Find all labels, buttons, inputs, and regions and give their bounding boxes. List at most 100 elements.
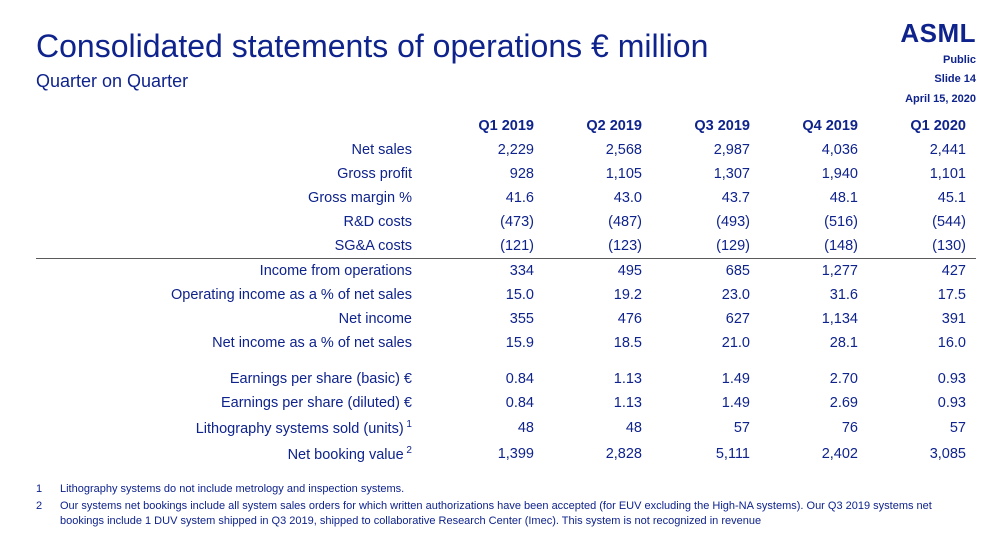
cell: (544) [868,210,976,234]
cell: 15.9 [436,331,544,355]
cell: 1.13 [544,391,652,415]
cell: 48 [436,415,544,441]
row-label: Earnings per share (diluted) € [36,391,436,415]
cell: 31.6 [760,283,868,307]
cell: (123) [544,234,652,259]
cell: 2,441 [868,138,976,162]
cell: 1.49 [652,391,760,415]
table-row: SG&A costs(121)(123)(129)(148)(130) [36,234,976,259]
cell: 76 [760,415,868,441]
row-label: Net booking value 2 [36,441,436,467]
cell: 0.84 [436,355,544,391]
brand-logo: ASML [900,18,976,49]
row-label: Earnings per share (basic) € [36,355,436,391]
footnote-number: 2 [36,499,48,529]
cell: 28.1 [760,331,868,355]
footnote: 1 Lithography systems do not include metr… [36,482,964,497]
cell: 1,940 [760,162,868,186]
col-header: Q1 2020 [868,114,976,138]
cell: 0.84 [436,391,544,415]
cell: 1.13 [544,355,652,391]
table-row: Operating income as a % of net sales15.0… [36,283,976,307]
cell: (129) [652,234,760,259]
cell: 2,828 [544,441,652,467]
cell: 355 [436,307,544,331]
cell: 19.2 [544,283,652,307]
col-header: Q3 2019 [652,114,760,138]
cell: 1,105 [544,162,652,186]
cell: 21.0 [652,331,760,355]
cell: 15.0 [436,283,544,307]
cell: 928 [436,162,544,186]
table-row: Gross margin %41.643.043.748.145.1 [36,186,976,210]
footnote-text: Our systems net bookings include all sys… [60,499,964,529]
table-row: Net booking value 21,3992,8285,1112,4023… [36,441,976,467]
footnote: 2 Our systems net bookings include all sy… [36,499,964,529]
cell: 17.5 [868,283,976,307]
table-row: Earnings per share (basic) €0.841.131.49… [36,355,976,391]
cell: (130) [868,234,976,259]
cell: 0.93 [868,355,976,391]
cell: 334 [436,259,544,284]
cell: 685 [652,259,760,284]
table-row: Lithography systems sold (units) 1484857… [36,415,976,441]
cell: 495 [544,259,652,284]
table-row: Income from operations3344956851,277427 [36,259,976,284]
row-label: Net sales [36,138,436,162]
meta-date: April 15, 2020 [900,92,976,107]
cell: (148) [760,234,868,259]
cell: (516) [760,210,868,234]
col-header: Q1 2019 [436,114,544,138]
cell: 2,229 [436,138,544,162]
footnote-text: Lithography systems do not include metro… [60,482,404,497]
table-row: Net sales2,2292,5682,9874,0362,441 [36,138,976,162]
row-label: Gross profit [36,162,436,186]
financial-table: Q1 2019 Q2 2019 Q3 2019 Q4 2019 Q1 2020 … [36,114,976,467]
table-row: Net income3554766271,134391 [36,307,976,331]
row-label: Net income as a % of net sales [36,331,436,355]
row-label: R&D costs [36,210,436,234]
cell: 2,568 [544,138,652,162]
table-row: Gross profit9281,1051,3071,9401,101 [36,162,976,186]
page-subtitle: Quarter on Quarter [36,71,964,92]
table-row: Net income as a % of net sales15.918.521… [36,331,976,355]
meta-public: Public [900,53,976,68]
meta-slide-number: Slide 14 [900,72,976,87]
footnotes: 1 Lithography systems do not include metr… [36,480,964,529]
cell: 2.70 [760,355,868,391]
cell: 2,402 [760,441,868,467]
cell: (487) [544,210,652,234]
cell: (473) [436,210,544,234]
cell: 45.1 [868,186,976,210]
row-label: Net income [36,307,436,331]
cell: 16.0 [868,331,976,355]
cell: 43.0 [544,186,652,210]
cell: 1.49 [652,355,760,391]
row-label: Gross margin % [36,186,436,210]
cell: 1,399 [436,441,544,467]
cell: 1,307 [652,162,760,186]
cell: 18.5 [544,331,652,355]
row-label: SG&A costs [36,234,436,259]
logo-block: ASML Public Slide 14 April 15, 2020 [900,18,976,107]
cell: 57 [868,415,976,441]
cell: (493) [652,210,760,234]
cell: 1,134 [760,307,868,331]
cell: 1,277 [760,259,868,284]
cell: 2,987 [652,138,760,162]
page-title: Consolidated statements of operations € … [36,28,964,65]
col-header: Q2 2019 [544,114,652,138]
cell: 391 [868,307,976,331]
cell: 1,101 [868,162,976,186]
slide-root: ASML Public Slide 14 April 15, 2020 Cons… [0,0,1000,547]
row-label: Lithography systems sold (units) 1 [36,415,436,441]
table-row: Earnings per share (diluted) €0.841.131.… [36,391,976,415]
col-header: Q4 2019 [760,114,868,138]
cell: 427 [868,259,976,284]
cell: 23.0 [652,283,760,307]
cell: (121) [436,234,544,259]
table-header-row: Q1 2019 Q2 2019 Q3 2019 Q4 2019 Q1 2020 [36,114,976,138]
cell: 4,036 [760,138,868,162]
footnote-number: 1 [36,482,48,497]
table-row: R&D costs(473)(487)(493)(516)(544) [36,210,976,234]
